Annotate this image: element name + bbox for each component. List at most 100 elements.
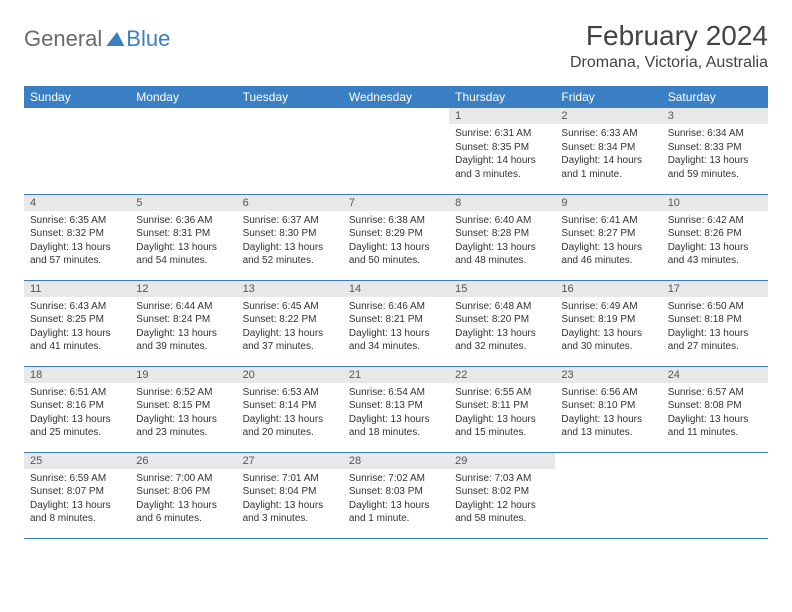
calendar-day-cell: 4Sunrise: 6:35 AMSunset: 8:32 PMDaylight… <box>24 194 130 280</box>
daylight-text-1: Daylight: 13 hours <box>30 499 124 513</box>
sunrise-text: Sunrise: 6:44 AM <box>136 300 230 314</box>
daylight-text-1: Daylight: 12 hours <box>455 499 549 513</box>
day-content: Sunrise: 6:50 AMSunset: 8:18 PMDaylight:… <box>662 297 768 360</box>
day-number <box>343 108 449 124</box>
daylight-text-2: and 25 minutes. <box>30 426 124 440</box>
daylight-text-1: Daylight: 13 hours <box>561 413 655 427</box>
sunset-text: Sunset: 8:32 PM <box>30 227 124 241</box>
day-content: Sunrise: 6:41 AMSunset: 8:27 PMDaylight:… <box>555 211 661 274</box>
sunset-text: Sunset: 8:20 PM <box>455 313 549 327</box>
sunrise-text: Sunrise: 6:54 AM <box>349 386 443 400</box>
location-text: Dromana, Victoria, Australia <box>570 54 768 72</box>
calendar-day-cell: 16Sunrise: 6:49 AMSunset: 8:19 PMDayligh… <box>555 280 661 366</box>
daylight-text-1: Daylight: 13 hours <box>668 327 762 341</box>
calendar-day-cell: 18Sunrise: 6:51 AMSunset: 8:16 PMDayligh… <box>24 366 130 452</box>
calendar-day-cell: 26Sunrise: 7:00 AMSunset: 8:06 PMDayligh… <box>130 452 236 538</box>
day-number: 13 <box>237 281 343 297</box>
day-content: Sunrise: 6:33 AMSunset: 8:34 PMDaylight:… <box>555 124 661 187</box>
calendar-day-cell: 7Sunrise: 6:38 AMSunset: 8:29 PMDaylight… <box>343 194 449 280</box>
day-content: Sunrise: 6:55 AMSunset: 8:11 PMDaylight:… <box>449 383 555 446</box>
daylight-text-2: and 39 minutes. <box>136 340 230 354</box>
sunrise-text: Sunrise: 6:35 AM <box>30 214 124 228</box>
daylight-text-2: and 8 minutes. <box>30 512 124 526</box>
calendar-day-cell: 6Sunrise: 6:37 AMSunset: 8:30 PMDaylight… <box>237 194 343 280</box>
sunset-text: Sunset: 8:26 PM <box>668 227 762 241</box>
sunrise-text: Sunrise: 6:59 AM <box>30 472 124 486</box>
sunset-text: Sunset: 8:02 PM <box>455 485 549 499</box>
daylight-text-1: Daylight: 13 hours <box>243 327 337 341</box>
day-number: 5 <box>130 195 236 211</box>
sunrise-text: Sunrise: 7:01 AM <box>243 472 337 486</box>
day-number: 10 <box>662 195 768 211</box>
daylight-text-1: Daylight: 13 hours <box>349 413 443 427</box>
sunrise-text: Sunrise: 7:00 AM <box>136 472 230 486</box>
daylight-text-1: Daylight: 13 hours <box>561 241 655 255</box>
day-content: Sunrise: 6:35 AMSunset: 8:32 PMDaylight:… <box>24 211 130 274</box>
calendar-day-cell: 14Sunrise: 6:46 AMSunset: 8:21 PMDayligh… <box>343 280 449 366</box>
day-header: Friday <box>555 86 661 108</box>
sunset-text: Sunset: 8:34 PM <box>561 141 655 155</box>
daylight-text-1: Daylight: 13 hours <box>668 413 762 427</box>
sunrise-text: Sunrise: 6:40 AM <box>455 214 549 228</box>
daylight-text-2: and 52 minutes. <box>243 254 337 268</box>
sunrise-text: Sunrise: 6:45 AM <box>243 300 337 314</box>
daylight-text-1: Daylight: 13 hours <box>243 499 337 513</box>
sunset-text: Sunset: 8:33 PM <box>668 141 762 155</box>
daylight-text-1: Daylight: 14 hours <box>455 154 549 168</box>
daylight-text-1: Daylight: 13 hours <box>243 413 337 427</box>
sunset-text: Sunset: 8:07 PM <box>30 485 124 499</box>
day-content: Sunrise: 6:36 AMSunset: 8:31 PMDaylight:… <box>130 211 236 274</box>
daylight-text-2: and 27 minutes. <box>668 340 762 354</box>
daylight-text-1: Daylight: 14 hours <box>561 154 655 168</box>
day-number: 28 <box>343 453 449 469</box>
sunset-text: Sunset: 8:35 PM <box>455 141 549 155</box>
sunset-text: Sunset: 8:19 PM <box>561 313 655 327</box>
calendar-day-cell: 19Sunrise: 6:52 AMSunset: 8:15 PMDayligh… <box>130 366 236 452</box>
day-content: Sunrise: 6:46 AMSunset: 8:21 PMDaylight:… <box>343 297 449 360</box>
daylight-text-1: Daylight: 13 hours <box>136 327 230 341</box>
day-header: Thursday <box>449 86 555 108</box>
sunrise-text: Sunrise: 6:57 AM <box>668 386 762 400</box>
daylight-text-2: and 1 minute. <box>561 168 655 182</box>
day-content: Sunrise: 6:37 AMSunset: 8:30 PMDaylight:… <box>237 211 343 274</box>
sunset-text: Sunset: 8:10 PM <box>561 399 655 413</box>
day-content: Sunrise: 7:02 AMSunset: 8:03 PMDaylight:… <box>343 469 449 532</box>
day-number: 14 <box>343 281 449 297</box>
day-content: Sunrise: 7:01 AMSunset: 8:04 PMDaylight:… <box>237 469 343 532</box>
calendar-day-cell: 23Sunrise: 6:56 AMSunset: 8:10 PMDayligh… <box>555 366 661 452</box>
daylight-text-1: Daylight: 13 hours <box>455 327 549 341</box>
sunrise-text: Sunrise: 6:50 AM <box>668 300 762 314</box>
sunset-text: Sunset: 8:13 PM <box>349 399 443 413</box>
daylight-text-2: and 1 minute. <box>349 512 443 526</box>
day-number: 24 <box>662 367 768 383</box>
day-number <box>237 108 343 124</box>
daylight-text-1: Daylight: 13 hours <box>30 413 124 427</box>
calendar-day-cell <box>343 108 449 194</box>
calendar-day-cell: 15Sunrise: 6:48 AMSunset: 8:20 PMDayligh… <box>449 280 555 366</box>
sunrise-text: Sunrise: 7:02 AM <box>349 472 443 486</box>
calendar-day-cell <box>237 108 343 194</box>
logo-text-blue: Blue <box>126 26 170 52</box>
daylight-text-1: Daylight: 13 hours <box>668 154 762 168</box>
logo: General Blue <box>24 26 170 52</box>
calendar-week-row: 11Sunrise: 6:43 AMSunset: 8:25 PMDayligh… <box>24 280 768 366</box>
day-number: 21 <box>343 367 449 383</box>
day-number <box>662 453 768 469</box>
sunrise-text: Sunrise: 6:48 AM <box>455 300 549 314</box>
sunset-text: Sunset: 8:11 PM <box>455 399 549 413</box>
calendar-day-cell: 17Sunrise: 6:50 AMSunset: 8:18 PMDayligh… <box>662 280 768 366</box>
day-number: 18 <box>24 367 130 383</box>
day-number: 9 <box>555 195 661 211</box>
daylight-text-1: Daylight: 13 hours <box>455 241 549 255</box>
sunrise-text: Sunrise: 6:52 AM <box>136 386 230 400</box>
sunrise-text: Sunrise: 6:42 AM <box>668 214 762 228</box>
calendar-day-cell: 5Sunrise: 6:36 AMSunset: 8:31 PMDaylight… <box>130 194 236 280</box>
daylight-text-2: and 23 minutes. <box>136 426 230 440</box>
day-number: 19 <box>130 367 236 383</box>
day-content: Sunrise: 6:57 AMSunset: 8:08 PMDaylight:… <box>662 383 768 446</box>
daylight-text-2: and 48 minutes. <box>455 254 549 268</box>
day-content: Sunrise: 6:38 AMSunset: 8:29 PMDaylight:… <box>343 211 449 274</box>
sunset-text: Sunset: 8:30 PM <box>243 227 337 241</box>
day-content: Sunrise: 6:34 AMSunset: 8:33 PMDaylight:… <box>662 124 768 187</box>
calendar-day-cell: 11Sunrise: 6:43 AMSunset: 8:25 PMDayligh… <box>24 280 130 366</box>
